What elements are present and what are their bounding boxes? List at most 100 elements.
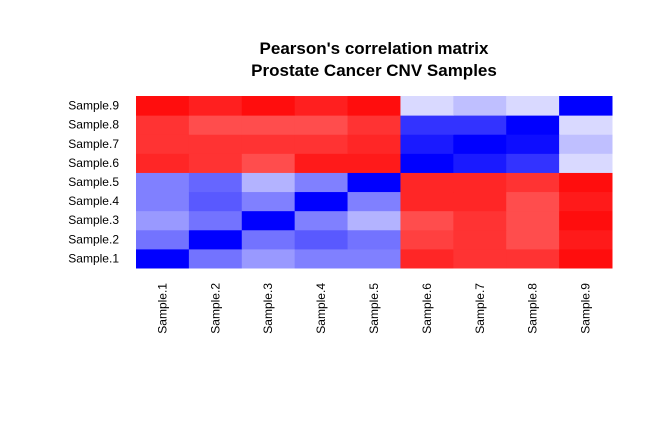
y-axis-labels: Sample.1 Sample.2 Sample.3 Sample.4 Sample.5… bbox=[68, 99, 119, 266]
heatmap-cell-r3-c7 bbox=[453, 210, 507, 231]
heatmap-cell-r3-c8 bbox=[506, 210, 560, 231]
heatmap-cell-r8-c4 bbox=[294, 115, 349, 135]
heatmap-cell-r3-c2 bbox=[188, 210, 243, 231]
heatmap-cell-r7-c9 bbox=[559, 134, 613, 154]
heatmap-cell-r2-c2 bbox=[188, 229, 243, 250]
heatmap-cell-r6-c7 bbox=[453, 153, 507, 173]
heatmap-cell-r5-c7 bbox=[453, 172, 507, 193]
heatmap-cell-r8-c3 bbox=[241, 115, 296, 135]
heatmap-cell-r1-c4 bbox=[294, 248, 349, 269]
chart-title: Pearson's correlation matrix Prostate Ca… bbox=[136, 38, 612, 82]
heatmap-cell-r7-c3 bbox=[241, 134, 296, 154]
heatmap-cell-r2-c6 bbox=[400, 229, 454, 250]
heatmap-cell-r9-c4 bbox=[294, 96, 349, 116]
heatmap-cell-r9-c8 bbox=[506, 96, 560, 116]
heatmap-cell-r5-c4 bbox=[294, 172, 349, 193]
y-tick-label: Sample.1 bbox=[68, 251, 119, 265]
x-axis-labels: Sample.1 Sample.2 Sample.3 Sample.4 Sample.5… bbox=[155, 283, 592, 334]
heatmap-cell-r1-c7 bbox=[453, 248, 507, 269]
x-tick-label: Sample.9 bbox=[579, 283, 593, 334]
heatmap-cell-r1-c9 bbox=[559, 248, 613, 269]
y-tick-label: Sample.9 bbox=[68, 99, 119, 113]
heatmap-cell-r1-c8 bbox=[506, 248, 560, 269]
heatmap-cell-r7-c2 bbox=[188, 134, 243, 154]
heatmap-cell-r1-c3 bbox=[241, 248, 296, 269]
heatmap-cell-r8-c7 bbox=[453, 115, 507, 135]
heatmap-cell-r3-c4 bbox=[294, 210, 349, 231]
heatmap-cell-r8-c1 bbox=[136, 115, 190, 135]
heatmap-cell-r7-c4 bbox=[294, 134, 349, 154]
heatmap-cell-r9-c7 bbox=[453, 96, 507, 116]
heatmap-cell-r4-c9 bbox=[559, 191, 613, 212]
y-tick-label: Sample.3 bbox=[68, 213, 119, 227]
heatmap-cell-r6-c8 bbox=[506, 153, 560, 173]
y-tick-label: Sample.7 bbox=[68, 137, 119, 151]
heatmap-cell-r6-c9 bbox=[559, 153, 613, 173]
heatmap-cell-r2-c1 bbox=[136, 229, 190, 250]
heatmap-cell-r2-c5 bbox=[347, 229, 401, 250]
heatmap-cell-r4-c3 bbox=[241, 191, 296, 212]
heatmap-cell-r9-c9 bbox=[559, 96, 613, 116]
heatmap-cell-r2-c4 bbox=[294, 229, 349, 250]
heatmap-cell-r9-c5 bbox=[347, 96, 401, 116]
heatmap-cell-r8-c9 bbox=[559, 115, 613, 135]
heatmap-cell-r5-c9 bbox=[559, 172, 613, 193]
heatmap-cell-r6-c6 bbox=[400, 153, 454, 173]
x-tick-label: Sample.2 bbox=[208, 283, 222, 334]
heatmap-cell-r2-c9 bbox=[559, 229, 613, 250]
heatmap-cell-r1-c6 bbox=[400, 248, 454, 269]
x-tick-label: Sample.6 bbox=[420, 283, 434, 334]
heatmap-cell-r6-c3 bbox=[241, 153, 296, 173]
heatmap-cell-r3-c6 bbox=[400, 210, 454, 231]
heatmap-cell-r5-c1 bbox=[136, 172, 190, 193]
heatmap-cell-r6-c2 bbox=[188, 153, 243, 173]
heatmap-cell-r9-c3 bbox=[241, 96, 296, 116]
y-tick-label: Sample.5 bbox=[68, 175, 119, 189]
heatmap-cell-r7-c7 bbox=[453, 134, 507, 154]
heatmap-cell-r6-c5 bbox=[347, 153, 401, 173]
heatmap-cell-r5-c6 bbox=[400, 172, 454, 193]
heatmap-cell-r7-c8 bbox=[506, 134, 560, 154]
heatmap-cell-r6-c4 bbox=[294, 153, 349, 173]
chart-title-line1: Pearson's correlation matrix bbox=[259, 39, 489, 58]
heatmap-cell-r7-c5 bbox=[347, 134, 401, 154]
y-tick-label: Sample.6 bbox=[68, 156, 119, 170]
heatmap-cell-r9-c6 bbox=[400, 96, 454, 116]
heatmap-cell-r4-c6 bbox=[400, 191, 454, 212]
heatmap-cell-r3-c1 bbox=[136, 210, 190, 231]
heatmap-cell-r8-c2 bbox=[188, 115, 243, 135]
x-tick-label: Sample.4 bbox=[314, 283, 328, 334]
y-tick-label: Sample.2 bbox=[68, 232, 119, 246]
heatmap-cell-r6-c1 bbox=[136, 153, 190, 173]
heatmap-cell-r9-c1 bbox=[136, 96, 190, 116]
heatmap-cell-r2-c3 bbox=[241, 229, 296, 250]
heatmap-cell-r7-c6 bbox=[400, 134, 454, 154]
heatmap-cell-r4-c4 bbox=[294, 191, 349, 212]
heatmap-cell-r2-c8 bbox=[506, 229, 560, 250]
heatmap-cell-r1-c1 bbox=[136, 248, 190, 269]
x-tick-label: Sample.5 bbox=[367, 283, 381, 334]
heatmap-cell-r5-c5 bbox=[347, 172, 401, 193]
heatmap-cell-r8-c5 bbox=[347, 115, 401, 135]
heatmap-cell-r5-c8 bbox=[506, 172, 560, 193]
heatmap-cell-r3-c3 bbox=[241, 210, 296, 231]
x-tick-label: Sample.7 bbox=[473, 283, 487, 334]
heatmap-cell-r1-c5 bbox=[347, 248, 401, 269]
heatmap-cell-r4-c2 bbox=[188, 191, 243, 212]
heatmap-cell-r5-c3 bbox=[241, 172, 296, 193]
heatmap-cell-r8-c8 bbox=[506, 115, 560, 135]
chart-title-line2: Prostate Cancer CNV Samples bbox=[251, 61, 497, 80]
heatmap-cell-r9-c2 bbox=[188, 96, 243, 116]
heatmap-cells bbox=[136, 96, 613, 269]
heatmap-cell-r3-c9 bbox=[559, 210, 613, 231]
heatmap-cell-r4-c5 bbox=[347, 191, 401, 212]
heatmap-cell-r4-c1 bbox=[136, 191, 190, 212]
x-tick-label: Sample.8 bbox=[526, 283, 540, 334]
heatmap-cell-r4-c8 bbox=[506, 191, 560, 212]
x-tick-label: Sample.1 bbox=[155, 283, 169, 334]
x-tick-label: Sample.3 bbox=[261, 283, 275, 334]
heatmap-cell-r5-c2 bbox=[188, 172, 243, 193]
y-tick-label: Sample.4 bbox=[68, 194, 119, 208]
heatmap-cell-r3-c5 bbox=[347, 210, 401, 231]
